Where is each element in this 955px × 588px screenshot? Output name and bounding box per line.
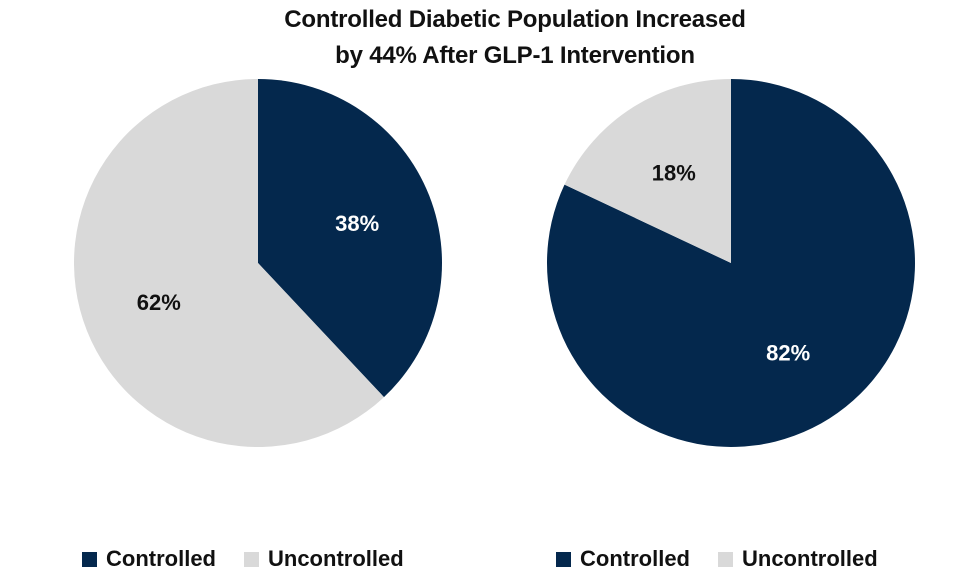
chart-title: Controlled Diabetic Population Increased… — [0, 2, 955, 74]
pie-slice-label-controlled: 38% — [335, 211, 379, 236]
legend-label-controlled: Controlled — [580, 546, 690, 571]
pie-slice-controlled — [546, 79, 915, 447]
legend-label-uncontrolled: Uncontrolled — [742, 546, 878, 571]
legend-after: Controlled Uncontrolled — [556, 546, 906, 572]
chart-title-line-2: by 44% After GLP-1 Intervention — [335, 42, 695, 69]
pie-slice-label-controlled: 82% — [766, 341, 810, 366]
legend-swatch-controlled — [556, 551, 571, 567]
pie-slice-label-uncontrolled: 18% — [652, 160, 696, 185]
legend-label-uncontrolled: Uncontrolled — [268, 546, 404, 571]
pie-slice-uncontrolled — [74, 79, 384, 448]
pie-before: 38% 62% — [74, 79, 443, 448]
chart-title-line-1: Controlled Diabetic Population Increased — [284, 6, 746, 33]
pie-slice-uncontrolled — [564, 79, 731, 263]
legend-swatch-uncontrolled — [244, 551, 259, 567]
legend-item-uncontrolled: Uncontrolled — [244, 546, 404, 572]
legend-swatch-controlled — [82, 551, 97, 567]
pie-after: 82% 18% — [546, 79, 915, 447]
legend-item-controlled: Controlled — [556, 546, 690, 572]
legend-swatch-uncontrolled — [718, 551, 733, 567]
legend-before: Controlled Uncontrolled — [82, 546, 432, 572]
legend-item-controlled: Controlled — [82, 546, 216, 572]
pie-slice-controlled — [258, 79, 443, 398]
legend-label-controlled: Controlled — [106, 546, 216, 571]
legend-item-uncontrolled: Uncontrolled — [718, 546, 878, 572]
pie-slice-label-uncontrolled: 62% — [137, 290, 181, 315]
